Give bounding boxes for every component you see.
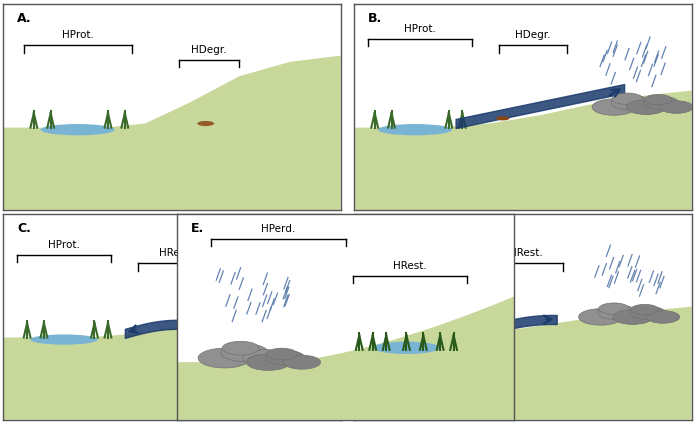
Text: HDegr.: HDegr. <box>191 45 227 55</box>
Text: E.: E. <box>190 222 204 235</box>
Text: A.: A. <box>17 12 31 25</box>
Ellipse shape <box>221 344 268 362</box>
Ellipse shape <box>378 124 452 135</box>
Ellipse shape <box>31 335 98 345</box>
Text: HProt.: HProt. <box>62 30 94 40</box>
Ellipse shape <box>222 341 259 355</box>
Ellipse shape <box>629 100 667 114</box>
Ellipse shape <box>284 355 320 369</box>
Text: HPerd.: HPerd. <box>261 223 295 234</box>
Ellipse shape <box>496 116 509 120</box>
Ellipse shape <box>247 303 279 315</box>
Ellipse shape <box>265 310 302 324</box>
Text: HRest.: HRest. <box>509 248 543 258</box>
Ellipse shape <box>243 350 287 366</box>
Text: D.: D. <box>368 222 383 235</box>
FancyArrowPatch shape <box>543 315 552 324</box>
Text: B.: B. <box>368 12 382 25</box>
Text: HDegr.: HDegr. <box>516 30 551 40</box>
Ellipse shape <box>612 93 643 105</box>
Ellipse shape <box>660 101 693 113</box>
Text: HProt.: HProt. <box>404 24 436 34</box>
FancyArrowPatch shape <box>130 325 138 333</box>
Ellipse shape <box>611 95 651 110</box>
Polygon shape <box>354 91 692 210</box>
Ellipse shape <box>630 306 665 320</box>
Text: HProt.: HProt. <box>48 240 80 250</box>
Text: HRest.: HRest. <box>393 261 427 271</box>
Ellipse shape <box>579 309 623 325</box>
Ellipse shape <box>626 100 666 114</box>
Ellipse shape <box>592 99 636 115</box>
Ellipse shape <box>616 310 653 324</box>
Ellipse shape <box>247 305 286 320</box>
Ellipse shape <box>295 311 329 323</box>
Ellipse shape <box>373 342 440 354</box>
Ellipse shape <box>198 348 251 368</box>
Ellipse shape <box>644 96 679 110</box>
Polygon shape <box>177 296 514 420</box>
Ellipse shape <box>279 306 314 320</box>
Ellipse shape <box>644 95 672 105</box>
Text: HProt.: HProt. <box>399 240 431 250</box>
Ellipse shape <box>280 304 307 315</box>
Text: C.: C. <box>17 222 31 235</box>
Ellipse shape <box>646 311 680 323</box>
Ellipse shape <box>262 310 301 324</box>
Ellipse shape <box>197 121 214 126</box>
Ellipse shape <box>598 303 630 315</box>
Ellipse shape <box>265 350 305 365</box>
FancyArrowPatch shape <box>610 89 620 97</box>
Ellipse shape <box>40 124 115 135</box>
Polygon shape <box>354 307 692 420</box>
Ellipse shape <box>631 304 658 315</box>
Ellipse shape <box>613 310 652 324</box>
Polygon shape <box>3 56 341 210</box>
Ellipse shape <box>598 305 637 320</box>
Text: HRest.: HRest. <box>158 248 193 258</box>
Ellipse shape <box>246 354 290 371</box>
Ellipse shape <box>228 309 272 325</box>
Ellipse shape <box>266 348 297 360</box>
Ellipse shape <box>382 335 449 345</box>
Polygon shape <box>3 307 341 420</box>
